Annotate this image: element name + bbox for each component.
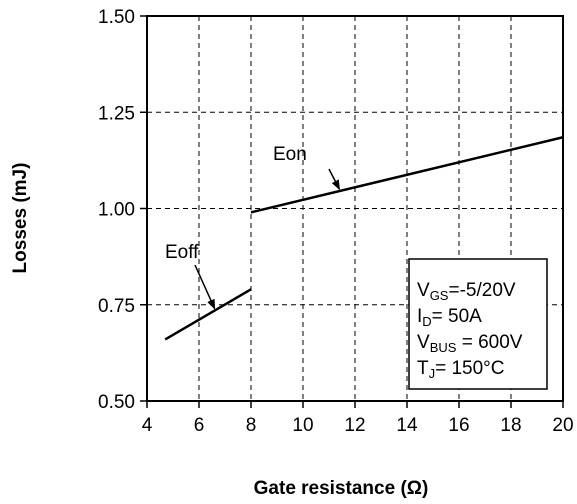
annotation-eoff: Eoff xyxy=(165,242,199,263)
annotation-arrow xyxy=(194,264,216,310)
annotation-arrow xyxy=(328,168,341,191)
x-tick-label: 20 xyxy=(552,415,573,436)
x-tick-label: 14 xyxy=(396,415,418,436)
x-tick-label: 10 xyxy=(292,415,313,436)
x-axis-title: Gate resistance (Ω) xyxy=(254,478,429,499)
y-tick-label: 1.00 xyxy=(98,200,135,221)
series-line-eon xyxy=(250,136,564,214)
x-tick-label: 18 xyxy=(500,415,521,436)
x-tick-label: 4 xyxy=(142,415,153,436)
annotation-eon: Eon xyxy=(273,144,307,165)
y-tick-label: 1.25 xyxy=(98,103,135,124)
conditions-frame xyxy=(408,258,548,390)
x-tick-label: 8 xyxy=(246,415,257,436)
annotations: Eon Eoff xyxy=(165,144,341,310)
condition-line: ID= 50A xyxy=(417,306,482,329)
y-tick-label: 1.50 xyxy=(98,7,135,28)
series-lines xyxy=(164,136,564,341)
condition-line: VGS=-5/20V xyxy=(417,280,516,303)
condition-line: VBUS = 600V xyxy=(417,332,523,355)
x-tick-label: 6 xyxy=(194,415,205,436)
series-line-eoff xyxy=(164,288,252,341)
y-tick-label: 0.50 xyxy=(98,392,135,413)
conditions-box: VGS=-5/20V ID= 50A VBUS = 600V TJ= 150°C xyxy=(408,258,548,390)
axis-ticks: 4 6 8 10 12 14 16 18 20 0.50 0.75 1.00 1.25 1.50 xyxy=(98,7,574,436)
y-tick-label: 0.75 xyxy=(98,296,135,317)
x-tick-label: 16 xyxy=(448,415,469,436)
y-axis-title: Losses (mJ) xyxy=(10,163,31,274)
condition-line: TJ= 150°C xyxy=(417,358,505,381)
x-tick-label: 12 xyxy=(344,415,365,436)
